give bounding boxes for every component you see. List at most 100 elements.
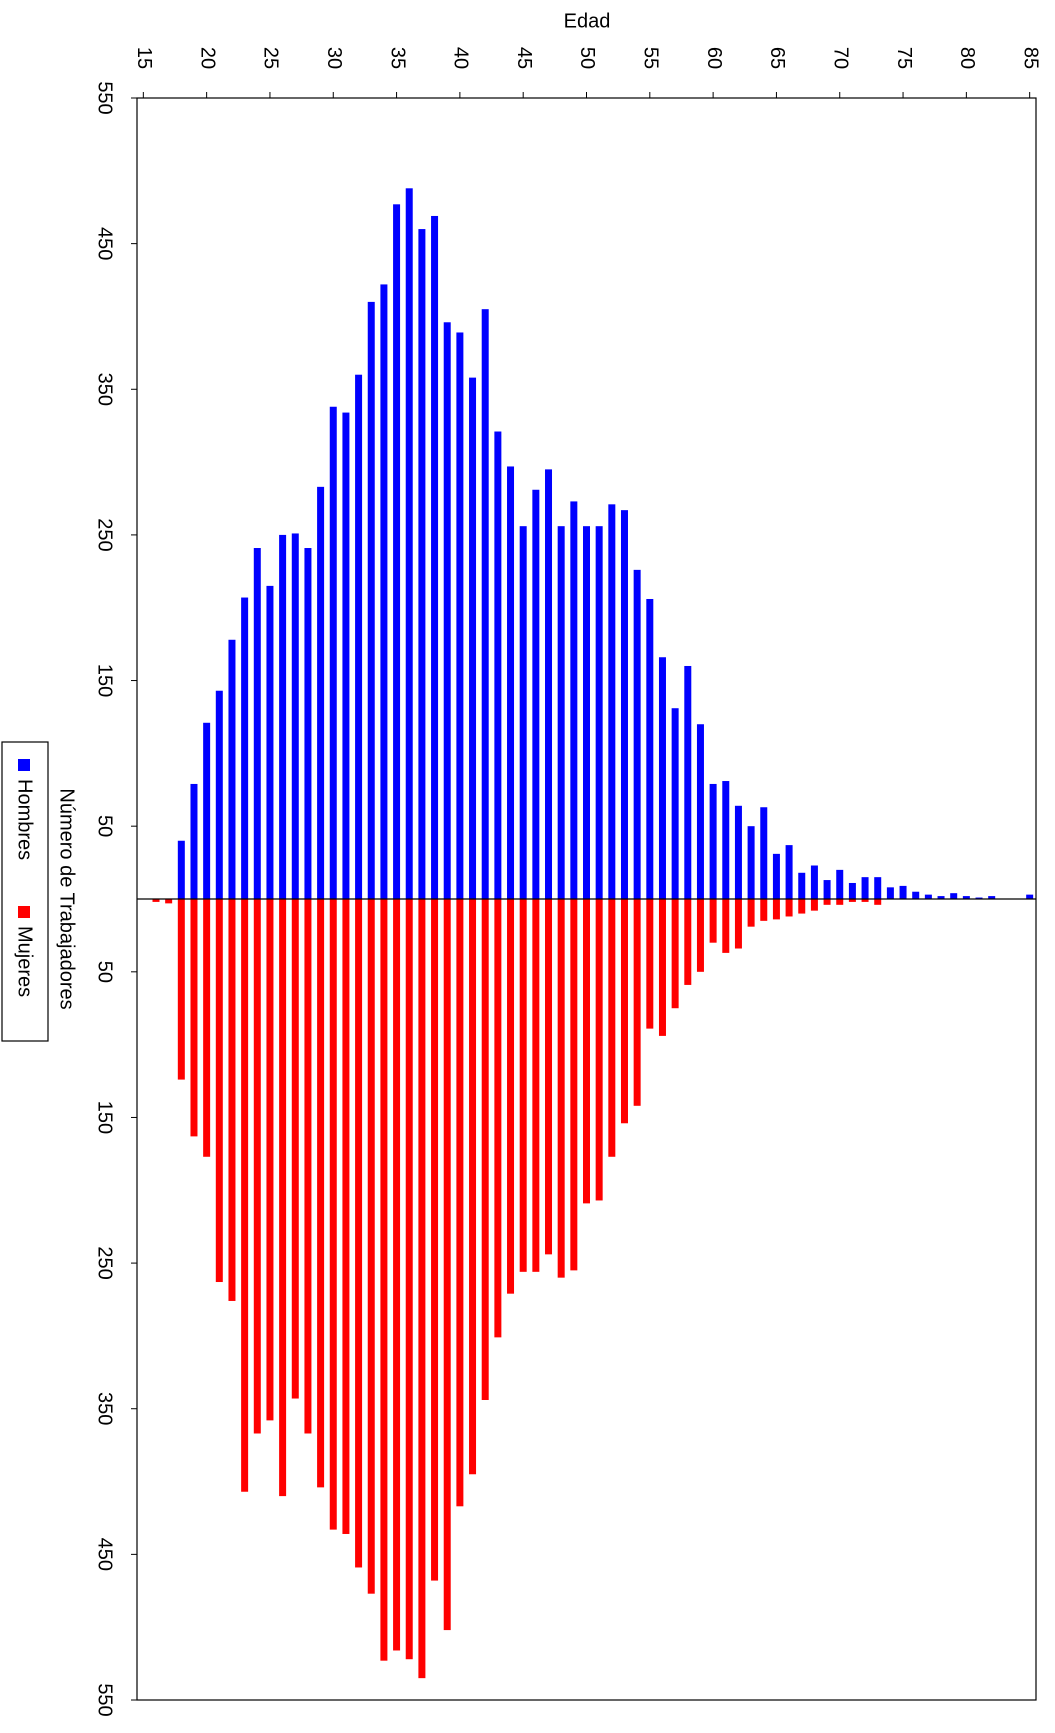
bar	[734, 805, 742, 899]
bar	[329, 406, 337, 899]
bar	[747, 899, 755, 927]
legend-swatch	[18, 759, 30, 771]
bar	[469, 899, 477, 1475]
bar	[760, 899, 768, 921]
bar	[304, 548, 312, 899]
x-tick-label: 75	[893, 47, 915, 69]
bar	[646, 598, 654, 899]
x-tick-label: 20	[196, 47, 218, 69]
y-tick-label: 350	[94, 373, 116, 406]
bar	[709, 899, 717, 943]
bar	[165, 899, 173, 904]
bar	[481, 309, 489, 899]
bar	[443, 322, 451, 899]
y-axis-label: Número de Trabajadores	[56, 788, 78, 1009]
bar	[924, 894, 932, 899]
bar	[279, 899, 287, 1497]
bar	[658, 657, 666, 899]
bar	[937, 896, 945, 899]
bar	[380, 899, 388, 1661]
y-tick-label: 150	[94, 664, 116, 697]
bar	[646, 899, 654, 1029]
bar	[405, 899, 413, 1660]
bar	[684, 665, 692, 899]
bar	[405, 188, 413, 899]
x-tick-label: 30	[323, 47, 345, 69]
bar	[709, 783, 717, 899]
bar	[545, 899, 553, 1255]
bar	[899, 885, 907, 899]
bar	[228, 899, 236, 1301]
bar	[355, 899, 363, 1568]
y-tick-label: 50	[94, 961, 116, 983]
bar	[456, 899, 464, 1507]
bar	[519, 526, 527, 899]
bar	[228, 639, 236, 899]
bar	[355, 374, 363, 899]
bar	[988, 896, 996, 899]
y-tick-label: 250	[94, 1246, 116, 1279]
bar	[696, 899, 704, 972]
bar	[595, 899, 603, 1201]
bar	[772, 899, 780, 920]
bar	[469, 377, 477, 899]
bar	[583, 526, 590, 899]
bar	[658, 899, 666, 1036]
bar	[507, 466, 515, 899]
bar	[1026, 894, 1034, 899]
y-tick-label: 450	[94, 227, 116, 260]
bar	[570, 501, 578, 899]
bar	[620, 510, 628, 899]
bar	[291, 899, 299, 1399]
x-axis-label: Edad	[564, 10, 611, 32]
bar	[836, 899, 844, 905]
x-tick-label: 35	[386, 47, 408, 69]
bar	[190, 899, 198, 1137]
x-tick-label: 80	[956, 47, 978, 69]
legend-label: Mujeres	[14, 926, 36, 997]
bar	[747, 826, 755, 899]
bar	[722, 899, 730, 953]
bar	[431, 215, 439, 899]
bar	[874, 877, 882, 899]
x-tick-label: 70	[829, 47, 851, 69]
bar	[215, 899, 223, 1283]
bar	[152, 899, 160, 902]
bar	[570, 899, 578, 1271]
bar	[317, 486, 325, 899]
legend-swatch	[18, 906, 30, 918]
bar	[848, 882, 856, 899]
bar	[241, 899, 249, 1492]
bar	[443, 899, 451, 1631]
bar	[342, 899, 350, 1534]
bar	[545, 469, 553, 899]
legend-box	[1, 741, 49, 1042]
x-tick-label: 50	[576, 47, 598, 69]
bar	[874, 899, 882, 905]
bar	[696, 724, 704, 899]
bar	[367, 301, 375, 900]
bar	[886, 887, 894, 899]
bar	[418, 899, 426, 1679]
bar	[431, 899, 439, 1581]
x-tick-label: 15	[133, 47, 155, 69]
bar	[317, 899, 325, 1488]
bar	[266, 899, 274, 1421]
bar	[253, 899, 261, 1434]
bar	[836, 869, 844, 899]
bar	[291, 533, 299, 899]
bar	[203, 722, 211, 899]
bar	[279, 534, 287, 899]
bar	[177, 840, 185, 899]
bar	[481, 899, 489, 1400]
bar	[367, 899, 375, 1594]
bar	[722, 781, 730, 899]
bar	[861, 899, 869, 902]
bar	[532, 489, 540, 899]
bar	[798, 872, 806, 899]
bar	[456, 332, 464, 899]
bar	[633, 899, 641, 1106]
x-tick-label: 45	[513, 47, 535, 69]
bar	[494, 431, 502, 899]
bar	[785, 845, 793, 899]
